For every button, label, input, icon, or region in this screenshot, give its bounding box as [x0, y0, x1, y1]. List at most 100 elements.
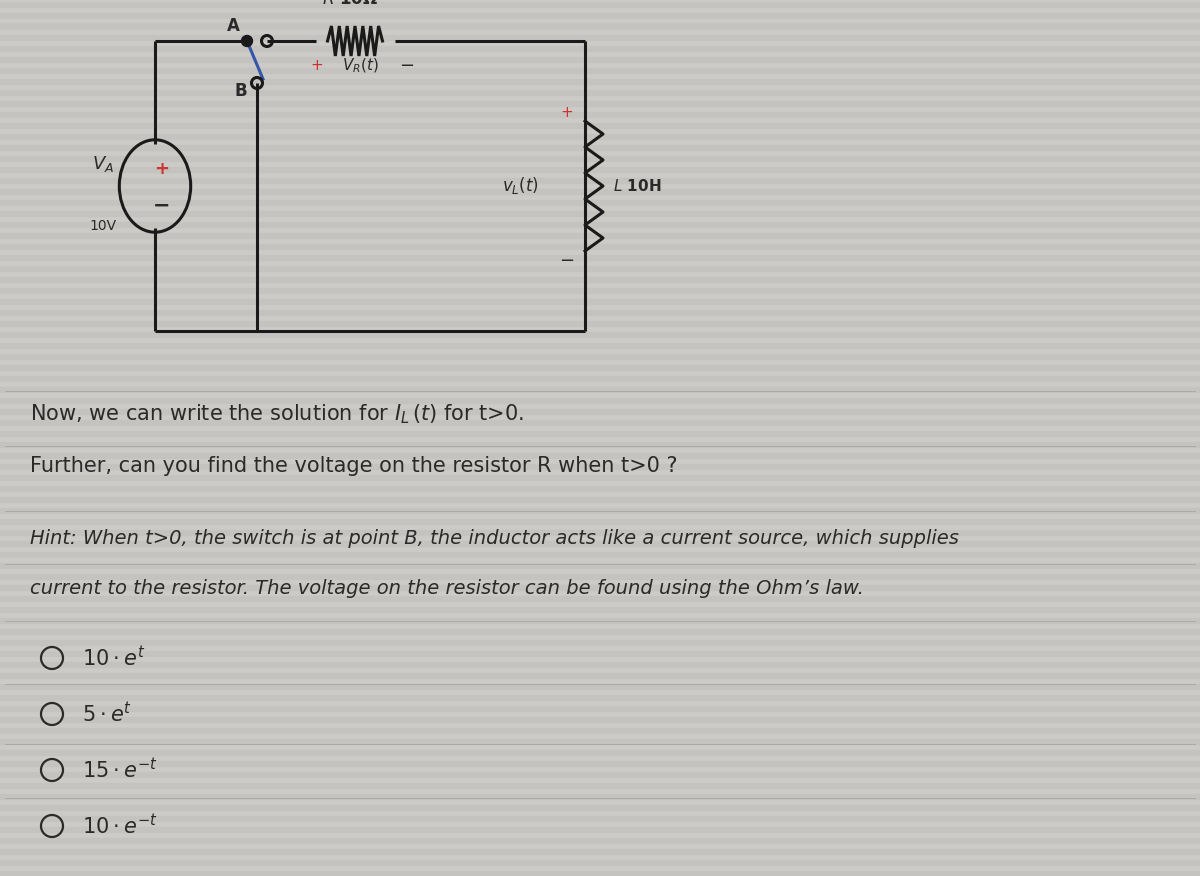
Bar: [0, 287, 1200, 293]
Bar: [0, 772, 1200, 777]
Bar: [0, 331, 1200, 337]
Bar: [0, 255, 1200, 260]
Text: −: −: [400, 57, 414, 75]
Bar: [0, 430, 1200, 436]
Bar: [0, 398, 1200, 403]
Bar: [0, 519, 1200, 524]
Text: +: +: [155, 160, 169, 178]
Bar: [0, 232, 1200, 238]
Bar: [0, 618, 1200, 623]
Text: 10V: 10V: [90, 219, 116, 233]
Bar: [0, 79, 1200, 84]
Bar: [0, 299, 1200, 304]
Bar: [0, 628, 1200, 634]
Bar: [0, 475, 1200, 480]
Bar: [0, 222, 1200, 227]
Bar: [0, 354, 1200, 359]
Bar: [0, 552, 1200, 557]
Bar: [0, 485, 1200, 491]
Text: current to the resistor. The voltage on the resistor can be found using the Ohm’: current to the resistor. The voltage on …: [30, 578, 864, 597]
Text: $15 \cdot e^{-t}$: $15 \cdot e^{-t}$: [82, 758, 157, 782]
Bar: [0, 166, 1200, 172]
Bar: [0, 46, 1200, 51]
Bar: [0, 123, 1200, 128]
Bar: [0, 562, 1200, 568]
Bar: [0, 859, 1200, 865]
Bar: [0, 111, 1200, 117]
Bar: [0, 12, 1200, 18]
Bar: [0, 453, 1200, 458]
Bar: [0, 101, 1200, 106]
Text: Now, we can write the solution for $I_L\,(t)$ for t>0.: Now, we can write the solution for $I_L\…: [30, 402, 524, 426]
Bar: [0, 574, 1200, 579]
Bar: [0, 683, 1200, 689]
Bar: [0, 871, 1200, 876]
Text: $V_A$: $V_A$: [92, 154, 114, 174]
Bar: [0, 497, 1200, 502]
Text: $10 \cdot e^{-t}$: $10 \cdot e^{-t}$: [82, 814, 157, 838]
Bar: [0, 210, 1200, 216]
Bar: [0, 67, 1200, 73]
Bar: [0, 750, 1200, 755]
Bar: [0, 133, 1200, 139]
Text: −: −: [154, 196, 170, 216]
Bar: [0, 244, 1200, 249]
Bar: [0, 804, 1200, 810]
Text: $R$ 10Ω: $R$ 10Ω: [322, 0, 378, 8]
Text: Hint: When t>0, the switch is at point B, the inductor acts like a current sourc: Hint: When t>0, the switch is at point B…: [30, 528, 959, 548]
Bar: [0, 816, 1200, 821]
Bar: [0, 376, 1200, 381]
Circle shape: [241, 36, 252, 46]
Bar: [0, 321, 1200, 326]
Bar: [0, 606, 1200, 612]
Bar: [0, 705, 1200, 711]
Bar: [0, 24, 1200, 29]
Bar: [0, 156, 1200, 161]
Text: $V_R(t)$: $V_R(t)$: [342, 57, 378, 75]
Text: B: B: [235, 82, 247, 100]
Bar: [0, 364, 1200, 370]
Text: +: +: [311, 59, 323, 74]
Bar: [0, 408, 1200, 414]
Bar: [0, 463, 1200, 469]
Bar: [0, 89, 1200, 95]
Bar: [0, 420, 1200, 425]
Bar: [0, 507, 1200, 513]
Bar: [0, 695, 1200, 700]
Bar: [0, 442, 1200, 447]
Bar: [0, 837, 1200, 843]
Bar: [0, 584, 1200, 590]
Bar: [0, 56, 1200, 62]
Bar: [0, 265, 1200, 271]
Bar: [0, 849, 1200, 854]
Bar: [0, 826, 1200, 832]
Text: +: +: [560, 105, 574, 121]
Bar: [0, 2, 1200, 7]
Bar: [0, 386, 1200, 392]
Bar: [0, 651, 1200, 656]
Bar: [0, 596, 1200, 601]
Bar: [0, 540, 1200, 546]
Bar: [0, 738, 1200, 744]
Bar: [0, 661, 1200, 667]
Bar: [0, 145, 1200, 150]
Bar: [0, 188, 1200, 194]
Bar: [0, 309, 1200, 315]
Bar: [0, 673, 1200, 678]
Bar: [0, 178, 1200, 183]
Text: A: A: [227, 17, 240, 35]
Bar: [0, 34, 1200, 40]
Bar: [0, 794, 1200, 799]
Bar: [0, 343, 1200, 348]
Bar: [0, 760, 1200, 766]
Text: $L$ 10H: $L$ 10H: [613, 178, 661, 194]
Bar: [0, 529, 1200, 535]
Text: $5 \cdot e^{t}$: $5 \cdot e^{t}$: [82, 702, 132, 726]
Text: −: −: [559, 252, 575, 270]
Bar: [0, 782, 1200, 788]
Text: $10 \cdot e^{t}$: $10 \cdot e^{t}$: [82, 646, 145, 670]
Bar: [0, 277, 1200, 282]
Text: Further, can you find the voltage on the resistor R when t>0 ?: Further, can you find the voltage on the…: [30, 456, 678, 476]
Bar: [0, 717, 1200, 722]
Bar: [0, 200, 1200, 205]
